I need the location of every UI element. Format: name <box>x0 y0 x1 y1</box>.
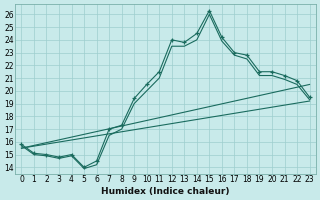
X-axis label: Humidex (Indice chaleur): Humidex (Indice chaleur) <box>101 187 230 196</box>
